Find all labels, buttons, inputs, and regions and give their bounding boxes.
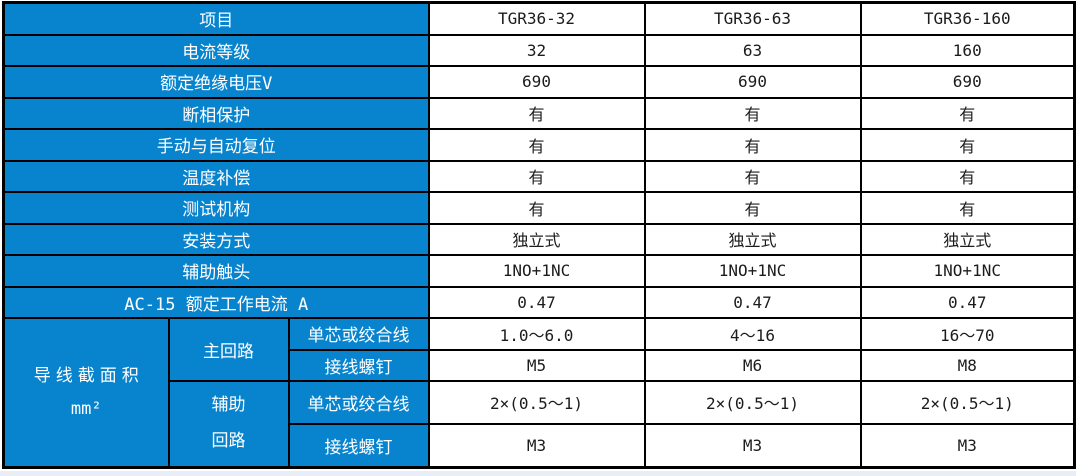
spec-value: 1NO+1NC	[859, 254, 1076, 288]
spec-value: 2×(0.5～1)	[859, 380, 1076, 425]
table-row: 测试机构 有 有 有	[2, 191, 1076, 225]
circuit-group-label: 辅助 回路	[167, 380, 290, 469]
spec-value: 有	[859, 191, 1076, 225]
spec-value: M3	[643, 422, 862, 469]
model-header: TGR36-63	[643, 1, 862, 36]
row-label: 断相保护	[2, 96, 430, 131]
spec-value: M6	[643, 348, 862, 383]
row-label: 测试机构	[2, 191, 430, 225]
table-row: 电流等级 32 63 160	[2, 33, 1076, 68]
spec-value: M8	[859, 348, 1076, 383]
spec-value: 有	[427, 159, 646, 194]
table-row: 断相保护 有 有 有	[2, 96, 1076, 131]
table-row: 辅助触头 1NO+1NC 1NO+1NC 1NO+1NC	[2, 254, 1076, 288]
spec-value: M3	[859, 422, 1076, 469]
table-row: 手动与自动复位 有 有 有	[2, 128, 1076, 162]
table-row: 辅助 回路 单芯或绞合线 2×(0.5～1) 2×(0.5～1) 2×(0.5～…	[4, 380, 1076, 469]
spec-value: M3	[427, 422, 646, 469]
spec-value: 有	[859, 96, 1076, 131]
spec-value: 0.47	[859, 285, 1076, 320]
model-header: TGR36-32	[427, 1, 646, 36]
table-row: 额定绝缘电压V 690 690 690	[2, 65, 1076, 99]
row-label: 辅助触头	[2, 254, 430, 288]
table-row: 接线螺钉 M5 M6 M8	[4, 348, 1076, 383]
spec-value: 有	[643, 191, 862, 225]
spec-value: 0.47	[427, 285, 646, 320]
row-label: 手动与自动复位	[2, 128, 430, 162]
table-row: AC-15 额定工作电流 A 0.47 0.47 0.47	[2, 285, 1076, 320]
row-label: AC-15 额定工作电流 A	[2, 285, 430, 320]
table-row: 温度补偿 有 有 有	[2, 159, 1076, 194]
spec-value: 有	[643, 159, 862, 194]
spec-value: 1NO+1NC	[643, 254, 862, 288]
spec-value: 63	[643, 33, 862, 68]
spec-value: 2×(0.5～1)	[643, 380, 862, 425]
row-label: 安装方式	[2, 222, 430, 257]
spec-value: 1.0～6.0	[427, 317, 646, 351]
spec-value: 690	[427, 65, 646, 99]
spec-value: 有	[427, 96, 646, 131]
row-label: 电流等级	[2, 33, 430, 68]
spec-value: 4～16	[643, 317, 862, 351]
row-label: 额定绝缘电压V	[2, 65, 430, 99]
spec-value: 独立式	[427, 222, 646, 257]
row-label: 接线螺钉	[287, 348, 430, 383]
row-label: 温度补偿	[2, 159, 430, 194]
spec-value: 32	[427, 33, 646, 68]
model-header: TGR36-160	[859, 1, 1076, 36]
spec-value: 独立式	[643, 222, 862, 257]
wire-section-label: 导线截面积	[33, 366, 144, 387]
spec-value: 0.47	[643, 285, 862, 320]
table-row: 接线螺钉 M3 M3 M3	[4, 422, 1076, 469]
spec-value: 16～70	[859, 317, 1076, 351]
spec-value: 690	[643, 65, 862, 99]
spec-value: 有	[427, 128, 646, 162]
spec-value: 有	[643, 128, 862, 162]
spec-value: 有	[643, 96, 862, 131]
spec-value: 1NO+1NC	[427, 254, 646, 288]
spec-value: 690	[859, 65, 1076, 99]
row-label: 单芯或绞合线	[287, 380, 430, 425]
spec-value: 有	[859, 128, 1076, 162]
spec-value: M5	[427, 348, 646, 383]
table-row: 安装方式 独立式 独立式 独立式	[2, 222, 1076, 257]
row-label: 单芯或绞合线	[287, 317, 430, 351]
table-row: 导线截面积 mm² 主回路 单芯或绞合线 1.0～6.0 4～16 16～70	[2, 317, 1076, 469]
wire-section-unit: mm²	[70, 398, 102, 419]
corner-cell: 项目	[2, 1, 430, 36]
spec-value: 有	[859, 159, 1076, 194]
row-label: 接线螺钉	[287, 422, 430, 469]
page-bottom-strip	[0, 471, 1076, 476]
spec-value: 2×(0.5～1)	[427, 380, 646, 425]
circuit-group-label: 主回路	[167, 317, 290, 383]
spec-value: 160	[859, 33, 1076, 68]
spec-value: 有	[427, 191, 646, 225]
spec-value: 独立式	[859, 222, 1076, 257]
wire-section-label-cell: 导线截面积 mm²	[2, 317, 170, 469]
table-header-row: 项目 TGR36-32 TGR36-63 TGR36-160	[2, 1, 1076, 36]
